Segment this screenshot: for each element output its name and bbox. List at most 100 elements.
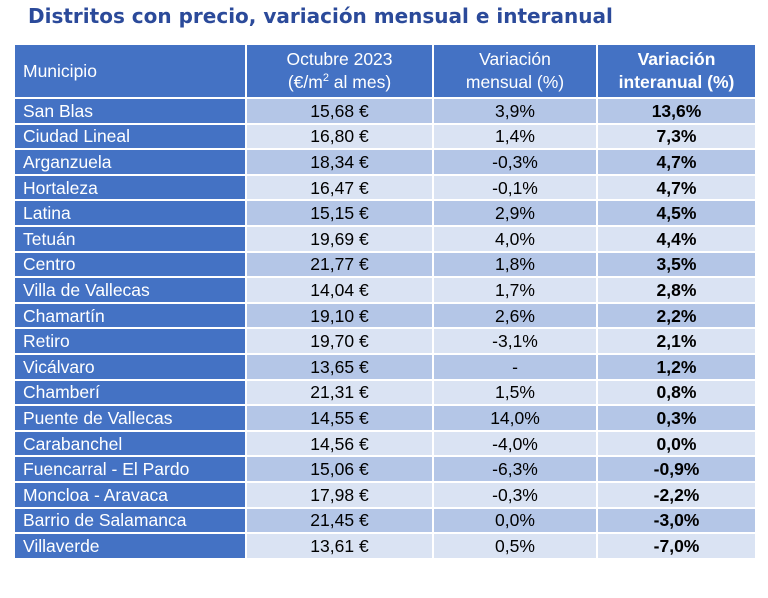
table-row: Retiro 19,70 € -3,1% 2,1% xyxy=(15,328,755,355)
cell-variacion-mensual: 0,0% xyxy=(433,507,598,535)
cell-municipio: Carabanchel xyxy=(15,430,247,458)
table-row: Chamartín 19,10 €2,6% 2,2% xyxy=(15,302,755,330)
cell-variacion-interanual: 4,7% xyxy=(597,174,755,202)
cell-variacion-mensual: 2,6% xyxy=(433,302,598,330)
cell-variacion-interanual: 4,7% xyxy=(597,149,755,176)
cell-variacion-mensual: -6,3% xyxy=(433,456,598,483)
cell-variacion-interanual: 1,2% xyxy=(597,353,755,381)
cell-variacion-mensual: -0,1% xyxy=(433,174,598,202)
cell-variacion-interanual: 2,8% xyxy=(597,277,755,304)
districts-table: Municipio Octubre 2023 (€/m2 al mes) Var… xyxy=(15,45,755,560)
table-body: San Blas 15,68 €3,9% 13,6% Ciudad Lineal 16,… xyxy=(15,98,755,560)
cell-precio: 21,77 € xyxy=(246,251,434,279)
table-row: Arganzuela 18,34 € -0,3% 4,7% xyxy=(15,149,755,176)
cell-variacion-mensual: 3,9% xyxy=(433,98,598,125)
cell-variacion-mensual: - xyxy=(433,353,598,381)
cell-precio: 21,31 € xyxy=(246,379,434,407)
header-interanual-line1: Variación xyxy=(637,49,716,69)
cell-variacion-mensual: 4,0% xyxy=(433,225,598,253)
cell-municipio: Moncloa - Aravaca xyxy=(15,481,247,509)
cell-municipio: Barrio de Salamanca xyxy=(15,507,247,535)
cell-variacion-interanual: 4,5% xyxy=(597,200,755,227)
cell-variacion-interanual: 2,2% xyxy=(597,302,755,330)
cell-municipio: San Blas xyxy=(15,98,247,125)
cell-precio: 14,04 € xyxy=(246,277,434,304)
cell-precio: 19,69 € xyxy=(246,225,434,253)
cell-precio: 19,70 € xyxy=(246,328,434,355)
cell-variacion-mensual: 0,5% xyxy=(433,533,598,560)
cell-precio: 19,10 € xyxy=(246,302,434,330)
cell-variacion-interanual: 0,8% xyxy=(597,379,755,407)
cell-precio: 17,98 € xyxy=(246,481,434,509)
table-row: Fuencarral - El Pardo 15,06 € -6,3% -0,9% xyxy=(15,456,755,483)
header-precio-unit-pre: (€/m xyxy=(287,72,323,92)
table-row: Carabanchel 14,56 € -4,0% 0,0% xyxy=(15,430,755,458)
cell-municipio: Hortaleza xyxy=(15,174,247,202)
table-row: Barrio de Salamanca 21,45 €0,0% -3,0% xyxy=(15,507,755,535)
cell-precio: 21,45 € xyxy=(246,507,434,535)
table-row: Tetuán 19,69 €4,0% 4,4% xyxy=(15,225,755,253)
header-precio-unit: (€/m2 al mes) xyxy=(288,72,391,92)
table-row: Moncloa - Aravaca 17,98 € -0,3% -2,2% xyxy=(15,481,755,509)
header-mensual-line2: mensual (%) xyxy=(465,72,565,92)
cell-precio: 13,61 € xyxy=(246,533,434,560)
table-row: Chamberí 21,31 €1,5% 0,8% xyxy=(15,379,755,407)
cell-variacion-mensual: 2,9% xyxy=(433,200,598,227)
cell-municipio: Puente de Vallecas xyxy=(15,405,247,432)
cell-municipio: Arganzuela xyxy=(15,149,247,176)
cell-precio: 16,47 € xyxy=(246,174,434,202)
header-mensual-line1: Variación xyxy=(479,49,551,69)
cell-variacion-mensual: 1,8% xyxy=(433,251,598,279)
cell-variacion-interanual: 4,4% xyxy=(597,225,755,253)
cell-precio: 14,55 € xyxy=(246,405,434,432)
cell-precio: 15,68 € xyxy=(246,98,434,125)
cell-variacion-interanual: 2,1% xyxy=(597,328,755,355)
table-row: San Blas 15,68 €3,9% 13,6% xyxy=(15,98,755,125)
header-row: Municipio Octubre 2023 (€/m2 al mes) Var… xyxy=(15,45,755,99)
cell-variacion-interanual: 0,3% xyxy=(597,405,755,432)
cell-variacion-mensual: -0,3% xyxy=(433,481,598,509)
cell-variacion-interanual: -2,2% xyxy=(597,481,755,509)
cell-municipio: Villaverde xyxy=(15,533,247,560)
cell-variacion-interanual: 0,0% xyxy=(597,430,755,458)
table-row: Latina 15,15 €2,9% 4,5% xyxy=(15,200,755,227)
cell-municipio: Vicálvaro xyxy=(15,353,247,381)
cell-variacion-mensual: 14,0% xyxy=(433,405,598,432)
cell-variacion-interanual: -7,0% xyxy=(597,533,755,560)
cell-variacion-mensual: 1,5% xyxy=(433,379,598,407)
cell-variacion-mensual: 1,7% xyxy=(433,277,598,304)
header-interanual: Variación interanual (%) xyxy=(597,45,755,99)
table-row: Villa de Vallecas 14,04 €1,7% 2,8% xyxy=(15,277,755,304)
cell-precio: 13,65 € xyxy=(246,353,434,381)
header-precio-unit-post: al mes) xyxy=(328,72,392,92)
table-row: Villaverde 13,61 €0,5% -7,0% xyxy=(15,533,755,560)
cell-municipio: Villa de Vallecas xyxy=(15,277,247,304)
table-row: Vicálvaro 13,65 € -1,2% xyxy=(15,353,755,381)
cell-variacion-mensual: -4,0% xyxy=(433,430,598,458)
header-interanual-line2: interanual (%) xyxy=(618,72,735,92)
cell-municipio: Centro xyxy=(15,251,247,279)
cell-precio: 16,80 € xyxy=(246,123,434,151)
header-precio-unit-sup: 2 xyxy=(322,72,329,85)
cell-variacion-interanual: -0,9% xyxy=(597,456,755,483)
table-row: Ciudad Lineal 16,80 €1,4% 7,3% xyxy=(15,123,755,151)
cell-variacion-mensual: -3,1% xyxy=(433,328,598,355)
header-precio: Octubre 2023 (€/m2 al mes) xyxy=(246,45,434,99)
cell-variacion-interanual: 7,3% xyxy=(597,123,755,151)
header-precio-line1: Octubre 2023 xyxy=(286,49,393,69)
cell-variacion-mensual: -0,3% xyxy=(433,149,598,176)
table-row: Hortaleza 16,47 € -0,1% 4,7% xyxy=(15,174,755,202)
cell-precio: 18,34 € xyxy=(246,149,434,176)
cell-municipio: Chamartín xyxy=(15,302,247,330)
cell-precio: 15,15 € xyxy=(246,200,434,227)
cell-municipio: Tetuán xyxy=(15,225,247,253)
cell-municipio: Latina xyxy=(15,200,247,227)
cell-municipio: Chamberí xyxy=(15,379,247,407)
cell-municipio: Fuencarral - El Pardo xyxy=(15,456,247,483)
cell-variacion-interanual: -3,0% xyxy=(597,507,755,535)
table-row: Puente de Vallecas 14,55 €14,0% 0,3% xyxy=(15,405,755,432)
header-mensual: Variación mensual (%) xyxy=(433,45,598,99)
table-header: Municipio Octubre 2023 (€/m2 al mes) Var… xyxy=(15,45,755,99)
cell-precio: 15,06 € xyxy=(246,456,434,483)
page-title: Distritos con precio, variación mensual … xyxy=(28,4,613,28)
